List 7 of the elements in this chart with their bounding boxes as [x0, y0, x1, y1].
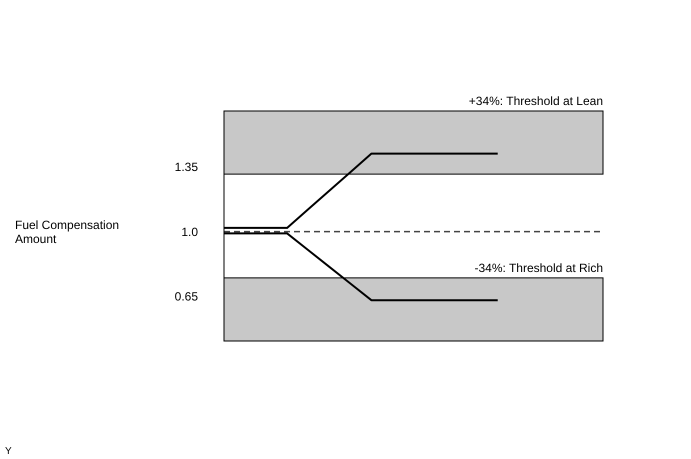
band-label: +34%: Threshold at Lean — [468, 94, 603, 108]
y-tick-label: 1.0 — [181, 224, 198, 239]
y-tick-label: 0.65 — [174, 290, 198, 304]
band-label: -34%: Threshold at Rich — [474, 260, 603, 275]
y-tick-label: 1.35 — [174, 160, 198, 174]
text: Y — [5, 446, 12, 457]
y-axis-title: Fuel Compensation Amount — [15, 218, 120, 246]
